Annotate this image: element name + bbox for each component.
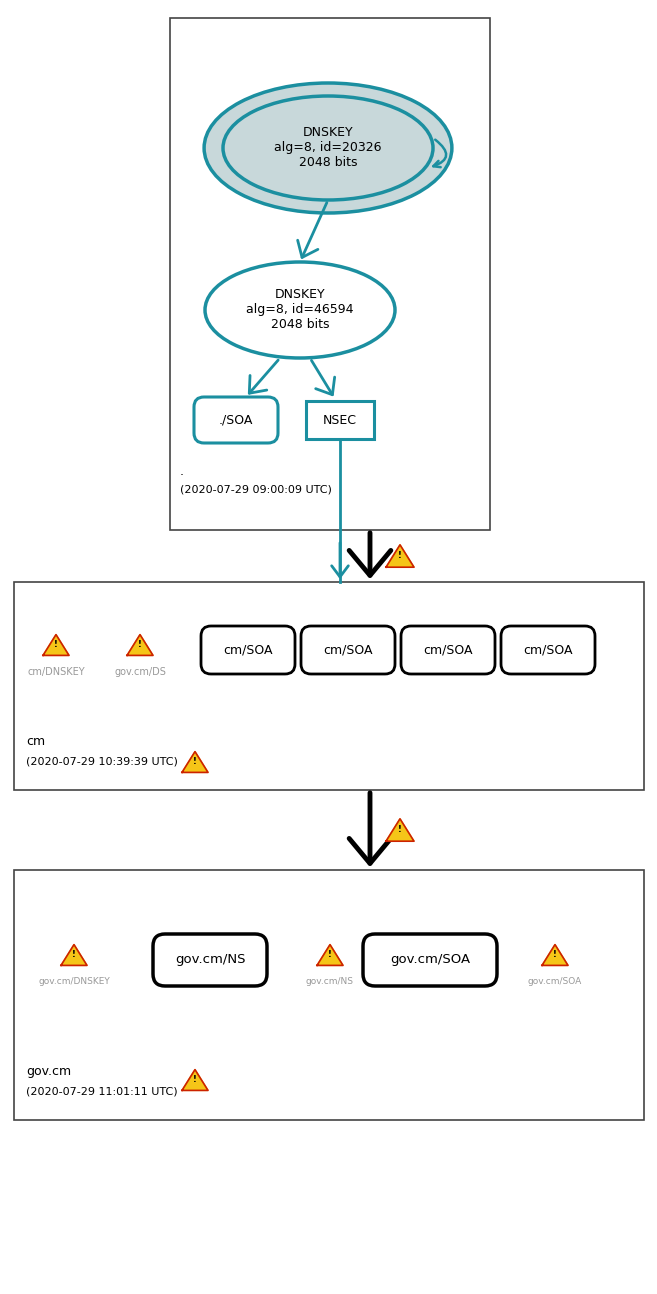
Text: gov.cm/DS: gov.cm/DS: [114, 666, 166, 677]
Polygon shape: [182, 752, 208, 773]
Polygon shape: [182, 1070, 208, 1091]
Text: gov.cm/NS: gov.cm/NS: [175, 954, 245, 967]
FancyArrowPatch shape: [433, 140, 446, 167]
Text: gov.cm/DNSKEY: gov.cm/DNSKEY: [38, 977, 110, 986]
Text: !: !: [72, 950, 76, 959]
Text: cm/DNSKEY: cm/DNSKEY: [27, 666, 85, 677]
Text: !: !: [553, 950, 557, 959]
Polygon shape: [43, 634, 69, 655]
Text: cm/SOA: cm/SOA: [523, 643, 573, 656]
FancyBboxPatch shape: [301, 626, 395, 674]
FancyBboxPatch shape: [401, 626, 495, 674]
Text: cm: cm: [26, 735, 45, 748]
Text: cm/SOA: cm/SOA: [223, 643, 273, 656]
Text: ./SOA: ./SOA: [219, 414, 253, 427]
Text: cm/SOA: cm/SOA: [423, 643, 473, 656]
FancyBboxPatch shape: [363, 934, 497, 986]
Text: gov.cm/SOA: gov.cm/SOA: [528, 977, 582, 986]
Text: !: !: [193, 757, 197, 766]
FancyBboxPatch shape: [194, 397, 278, 443]
Polygon shape: [127, 634, 153, 655]
FancyBboxPatch shape: [153, 934, 267, 986]
Bar: [14, 870, 644, 1121]
Polygon shape: [386, 545, 414, 567]
Text: gov.cm: gov.cm: [26, 1065, 71, 1078]
Bar: [170, 18, 490, 531]
Text: NSEC: NSEC: [323, 414, 357, 427]
Ellipse shape: [204, 83, 452, 214]
Text: !: !: [54, 639, 58, 648]
Text: gov.cm/NS: gov.cm/NS: [306, 977, 354, 986]
Text: cm/SOA: cm/SOA: [323, 643, 373, 656]
Text: gov.cm/SOA: gov.cm/SOA: [390, 954, 470, 967]
Ellipse shape: [223, 96, 433, 201]
Polygon shape: [542, 945, 568, 965]
Bar: [306, 401, 374, 439]
Text: !: !: [328, 950, 332, 959]
Text: !: !: [398, 824, 402, 833]
Text: (2020-07-29 11:01:11 UTC): (2020-07-29 11:01:11 UTC): [26, 1086, 177, 1096]
Text: !: !: [193, 1075, 197, 1084]
FancyBboxPatch shape: [501, 626, 595, 674]
Polygon shape: [317, 945, 343, 965]
FancyBboxPatch shape: [201, 626, 295, 674]
Ellipse shape: [205, 261, 395, 358]
Polygon shape: [386, 819, 414, 841]
Text: !: !: [138, 639, 142, 648]
Text: (2020-07-29 09:00:09 UTC): (2020-07-29 09:00:09 UTC): [180, 484, 332, 494]
Text: !: !: [398, 551, 402, 560]
Text: .: .: [180, 465, 184, 477]
Polygon shape: [61, 945, 87, 965]
Text: (2020-07-29 10:39:39 UTC): (2020-07-29 10:39:39 UTC): [26, 756, 178, 766]
Text: DNSKEY
alg=8, id=20326
2048 bits: DNSKEY alg=8, id=20326 2048 bits: [274, 127, 382, 170]
Bar: [14, 582, 644, 791]
Text: DNSKEY
alg=8, id=46594
2048 bits: DNSKEY alg=8, id=46594 2048 bits: [246, 289, 353, 331]
